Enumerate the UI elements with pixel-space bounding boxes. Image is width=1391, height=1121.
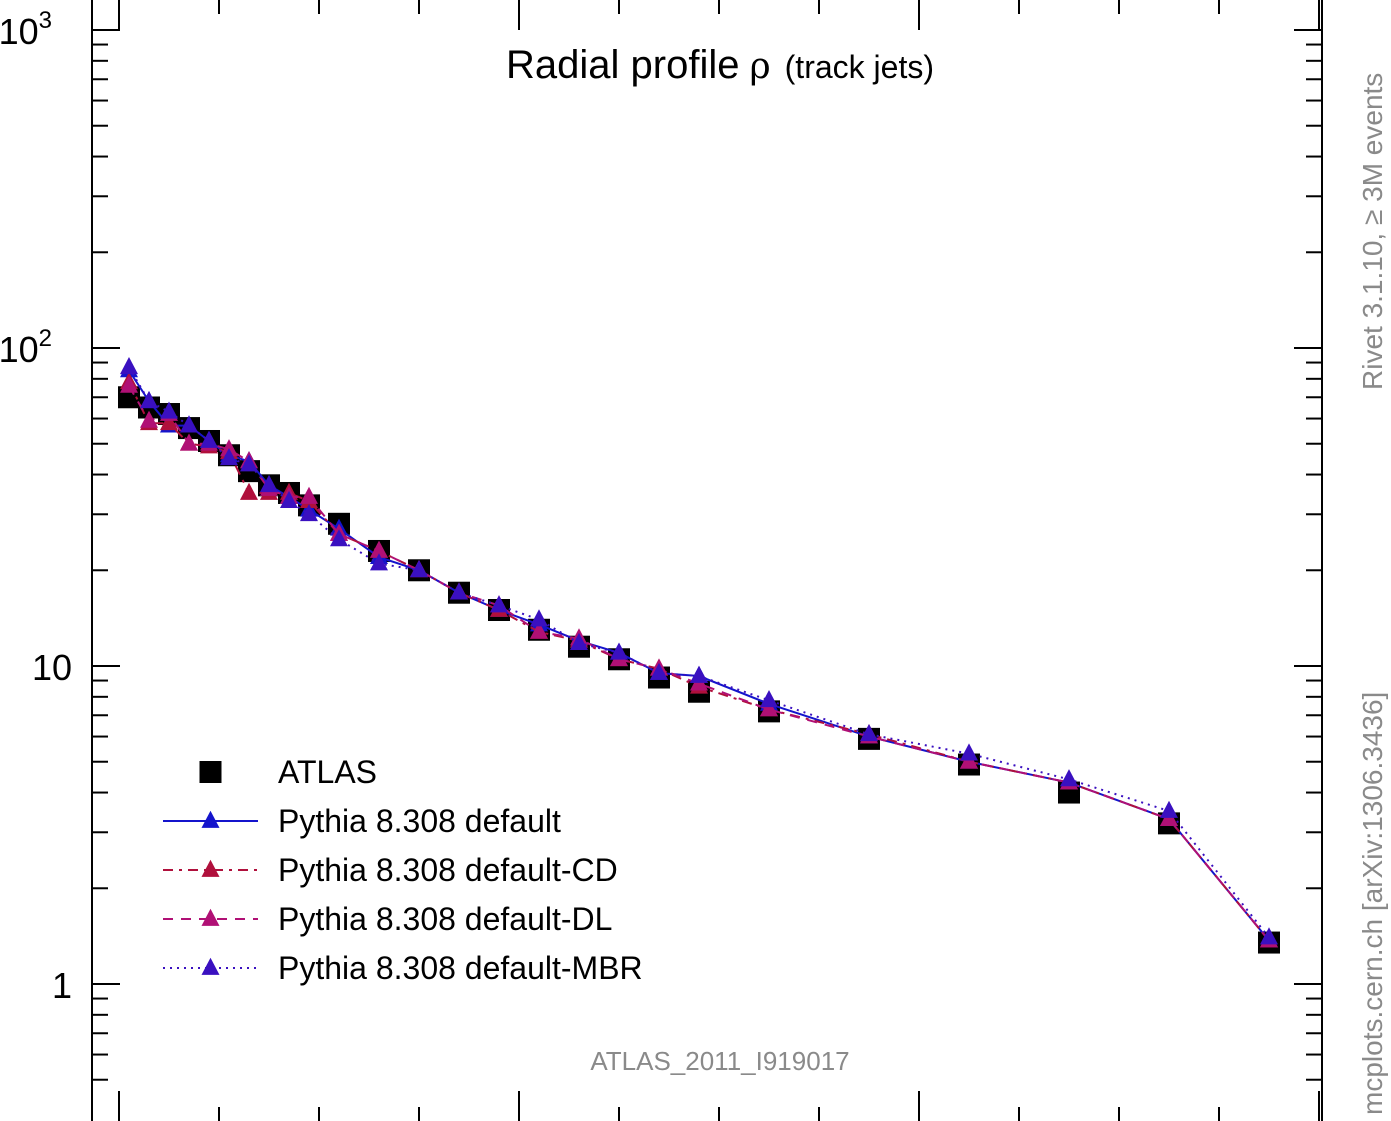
data-point [240, 454, 258, 472]
data-point [530, 609, 548, 627]
y-tick-label-base: 10 [32, 647, 72, 688]
legend-item-2: Pythia 8.308 default-CD [163, 852, 618, 888]
legend-label: Pythia 8.308 default-MBR [278, 950, 643, 986]
y-tick-label-base: 10 [0, 329, 39, 370]
data-point [120, 356, 138, 375]
data-point [960, 743, 978, 761]
series-4 [120, 356, 1278, 945]
data-point [200, 430, 218, 448]
legend-item-4: Pythia 8.308 default-MBR [163, 950, 643, 986]
legend-swatch-marker [201, 859, 220, 877]
y-tick-label: 102 [0, 325, 52, 370]
data-point [160, 412, 178, 431]
data-point [1060, 769, 1078, 787]
legend-item-0: ATLAS [199, 754, 377, 790]
y-tick-label: 10 [32, 647, 72, 688]
data-point [1260, 927, 1278, 945]
chart-title-symbol: ρ [749, 46, 770, 87]
data-point [370, 553, 388, 571]
data-point [280, 490, 298, 508]
data-point [260, 475, 278, 493]
data-point [140, 410, 158, 428]
data-point [760, 690, 778, 708]
legend-label: Pythia 8.308 default-CD [278, 852, 618, 888]
legend-swatch-marker [199, 761, 222, 783]
data-point [180, 415, 198, 433]
data-point [140, 391, 158, 409]
legend: ATLAS Pythia 8.308 default Pythia 8.308 de… [163, 754, 643, 986]
data-point [1160, 800, 1178, 818]
legend-label: Pythia 8.308 default [278, 803, 561, 839]
plot-frame [91, 0, 1323, 1121]
y-tick-label-base: 1 [52, 965, 72, 1006]
legend-swatch-marker [201, 957, 220, 975]
chart-title-suffix: (track jets) [785, 49, 934, 85]
data-point [160, 401, 178, 419]
legend-label: ATLAS [278, 754, 377, 790]
legend-swatch-marker [201, 908, 220, 926]
data-point [220, 448, 238, 466]
legend-label: Pythia 8.308 default-DL [278, 901, 612, 937]
legend-item-1: Pythia 8.308 default [163, 803, 561, 839]
y-tick-label: 1 [52, 965, 72, 1006]
data-point [490, 595, 508, 613]
series-line [128, 366, 1270, 939]
data-point [610, 642, 628, 660]
data-point [570, 632, 588, 650]
data-point [220, 439, 238, 457]
data-point [120, 375, 138, 393]
rivet-version-note: Rivet 3.1.10, ≥ 3M events [1357, 73, 1388, 390]
y-tick-label-exponent: 2 [39, 325, 52, 352]
data-point [180, 433, 198, 451]
data-point [450, 582, 468, 600]
data-point [650, 662, 668, 680]
y-tick-label-exponent: 3 [39, 7, 52, 34]
data-point [690, 665, 708, 683]
analysis-watermark: ATLAS_2011_I919017 [590, 1046, 849, 1076]
plot-series [118, 356, 1280, 954]
legend-swatch-marker [201, 810, 220, 828]
data-point [370, 540, 388, 558]
legend-item-3: Pythia 8.308 default-DL [163, 901, 612, 937]
chart-title: Radial profile ρ (track jets) [506, 43, 934, 87]
mcplots-source-note: mcplots.cern.ch [arXiv:1306.3436] [1357, 692, 1388, 1115]
data-point [860, 724, 878, 742]
data-point [410, 560, 428, 578]
y-tick-label-base: 10 [0, 11, 39, 52]
data-point [760, 699, 778, 717]
data-point [300, 486, 318, 504]
data-point [330, 529, 348, 547]
chart-title-main: Radial profile [506, 43, 739, 87]
data-point [530, 621, 548, 639]
data-point [300, 504, 318, 522]
data-point [240, 482, 258, 500]
y-tick-label: 103 [0, 7, 52, 52]
